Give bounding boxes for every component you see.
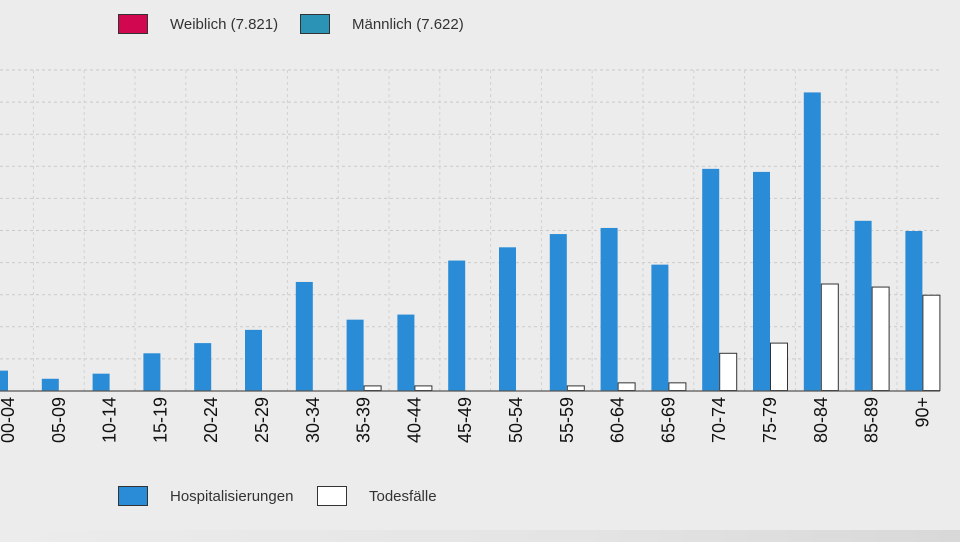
legend-gender: Weiblich (7.821) Männlich (7.622) <box>0 10 960 40</box>
legend-swatch-female <box>118 14 148 34</box>
bar-hospitalisierungen-65-69 <box>651 264 669 391</box>
x-tick-label: 00-04 <box>0 397 18 443</box>
bar-hospitalisierungen-70-74 <box>702 168 720 391</box>
legend-series: Hospitalisierungen Todesfälle <box>0 482 960 512</box>
bar-hospitalisierungen-10-14 <box>92 373 110 391</box>
x-tick-label: 20-24 <box>201 397 221 443</box>
bar-todesfaelle-65-69 <box>668 382 687 392</box>
x-tick-label: 70-74 <box>709 397 729 443</box>
x-tick-label: 50-54 <box>506 397 526 443</box>
x-tick-label: 05-09 <box>49 397 69 443</box>
legend-label-male: Männlich (7.622) <box>352 16 464 33</box>
bar-hospitalisierungen-90+ <box>905 231 923 391</box>
x-tick-label: 65-69 <box>658 397 678 443</box>
bar-hospitalisierungen-60-64 <box>600 227 618 391</box>
legend-label-female: Weiblich (7.821) <box>170 16 279 33</box>
bar-hospitalisierungen-45-49 <box>448 260 466 391</box>
bar-todesfaelle-60-64 <box>617 382 636 392</box>
x-tick-label: 35-39 <box>354 397 374 443</box>
legend-item-hospitalisierungen[interactable]: Hospitalisierungen <box>118 482 308 512</box>
legend-swatch-male <box>300 14 330 34</box>
legend-swatch-hospitalisierungen <box>118 486 148 506</box>
x-tick-label: 55-59 <box>557 397 577 443</box>
bar-todesfaelle-75-79 <box>770 342 788 392</box>
bar-todesfaelle-80-84 <box>820 283 839 391</box>
x-tick-label: 60-64 <box>608 397 628 443</box>
legend-swatch-todesfaelle <box>317 486 347 506</box>
legend-item-female[interactable]: Weiblich (7.821) <box>118 10 298 40</box>
bar-todesfaelle-40-44 <box>414 385 433 391</box>
x-tick-label: 15-19 <box>150 397 170 443</box>
bar-hospitalisierungen-50-54 <box>499 247 516 391</box>
bar-hospitalisierungen-35-39 <box>346 319 364 391</box>
bar-hospitalisierungen-00-04 <box>0 370 8 391</box>
bar-hospitalisierungen-75-79 <box>753 171 770 391</box>
x-tick-label: 80-84 <box>811 397 831 443</box>
bar-hospitalisierungen-80-84 <box>803 92 821 392</box>
bar-todesfaelle-85-89 <box>871 286 890 391</box>
x-tick-label: 25-29 <box>252 397 272 443</box>
x-tick-label: 30-34 <box>303 397 323 443</box>
legend-label-hospitalisierungen: Hospitalisierungen <box>170 488 294 505</box>
bar-hospitalisierungen-25-29 <box>245 329 262 391</box>
bar-todesfaelle-90+ <box>922 294 941 392</box>
legend-item-todesfaelle[interactable]: Todesfälle <box>317 482 457 512</box>
bar-hospitalisierungen-55-59 <box>549 234 567 391</box>
bar-todesfaelle-70-74 <box>719 352 738 391</box>
x-tick-label: 10-14 <box>100 397 120 443</box>
legend-label-todesfaelle: Todesfälle <box>369 488 437 505</box>
x-tick-label: 75-79 <box>760 397 780 443</box>
x-tick-label: 40-44 <box>404 397 424 443</box>
bar-hospitalisierungen-20-24 <box>194 343 212 391</box>
bar-todesfaelle-35-39 <box>363 385 382 391</box>
bar-hospitalisierungen-85-89 <box>854 220 872 391</box>
x-tick-label: 85-89 <box>862 397 882 443</box>
bottom-edge <box>0 530 960 542</box>
bar-hospitalisierungen-15-19 <box>143 353 161 391</box>
bar-hospitalisierungen-30-34 <box>295 281 313 391</box>
legend-item-male[interactable]: Männlich (7.622) <box>300 10 490 40</box>
x-tick-label: 45-49 <box>455 397 475 443</box>
bar-hospitalisierungen-40-44 <box>397 314 415 391</box>
x-tick-label: 90+ <box>912 397 932 428</box>
bar-hospitalisierungen-05-09 <box>41 378 59 391</box>
bar-todesfaelle-55-59 <box>566 385 585 391</box>
